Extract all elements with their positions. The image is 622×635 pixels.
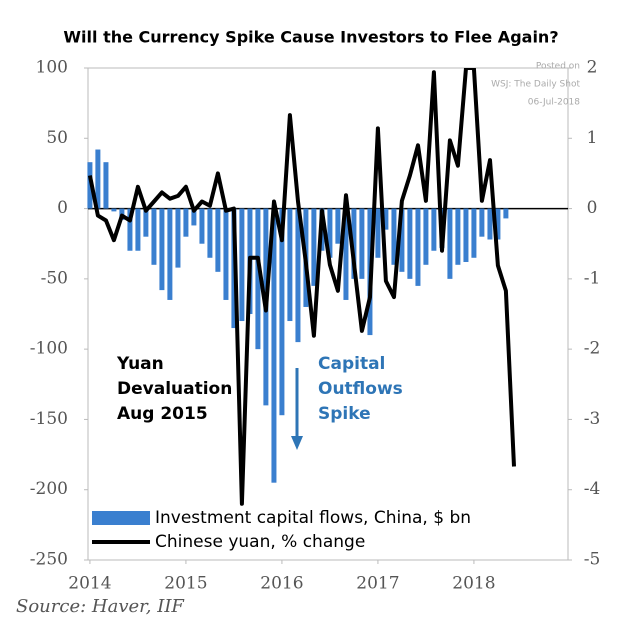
bar <box>503 208 509 219</box>
annotation: Aug 2015 <box>117 404 208 424</box>
y-tick-label: 0 <box>57 198 68 218</box>
bar <box>487 208 493 240</box>
bar <box>175 208 181 268</box>
bar <box>135 208 141 251</box>
bar <box>207 208 213 258</box>
bar <box>343 208 349 300</box>
x-tick-label: 2014 <box>68 574 111 594</box>
bar <box>359 208 365 279</box>
bar <box>143 208 149 237</box>
bar <box>167 208 173 300</box>
bar <box>255 208 261 350</box>
annotation: Yuan <box>116 354 164 374</box>
y2-tick-label: -2 <box>584 339 601 359</box>
bar <box>295 208 301 343</box>
line <box>88 68 516 506</box>
y2-tick-label: 1 <box>587 128 598 148</box>
annotation: Capital <box>318 354 385 374</box>
y2-tick-label: 2 <box>587 58 598 78</box>
bar <box>111 208 117 212</box>
x-tick-label: 2017 <box>356 574 399 594</box>
bar <box>239 208 245 322</box>
bar <box>495 208 501 240</box>
arrow-head <box>291 436 303 450</box>
bar <box>127 208 133 251</box>
y2-tick-label: -1 <box>584 268 601 288</box>
y-tick-label: -100 <box>30 339 68 359</box>
bar <box>447 208 453 279</box>
source: Source: Haver, IIF <box>16 596 185 617</box>
legend-label: Investment capital flows, China, $ bn <box>155 508 471 528</box>
bar <box>351 208 357 279</box>
bar <box>159 208 165 291</box>
bar <box>191 208 197 226</box>
x-tick-label: 2016 <box>260 574 303 594</box>
chart-title: Will the Currency Spike Cause Investors … <box>63 28 558 47</box>
watermark: WSJ: The Daily Shot <box>491 80 580 90</box>
legend-swatch <box>92 511 150 525</box>
bar <box>95 149 101 209</box>
annotation: Spike <box>318 404 371 424</box>
bar <box>455 208 461 265</box>
y-tick-label: -250 <box>30 550 68 570</box>
bar <box>103 162 109 209</box>
bar <box>335 208 341 244</box>
y2-tick-label: 0 <box>587 198 598 218</box>
bar <box>463 208 469 262</box>
annotation: Outflows <box>318 379 403 399</box>
bar <box>479 208 485 237</box>
bar <box>471 208 477 258</box>
bar <box>375 208 381 258</box>
bar <box>271 208 277 483</box>
bar <box>311 208 317 286</box>
bar <box>199 208 205 244</box>
y-tick-label: 50 <box>46 128 68 148</box>
y-tick-label: -150 <box>30 409 68 429</box>
annotation: Devaluation <box>117 379 232 399</box>
y-tick-label: -200 <box>30 479 68 499</box>
bar <box>223 208 229 300</box>
y2-tick-label: -4 <box>584 479 601 499</box>
bar <box>287 208 293 322</box>
y2-tick-label: -5 <box>584 550 601 570</box>
x-tick-label: 2015 <box>164 574 207 594</box>
watermark: Posted on <box>536 62 580 72</box>
y2-tick-label: -3 <box>584 409 601 429</box>
watermark: 06-Jul-2018 <box>528 98 580 108</box>
bar <box>215 208 221 272</box>
bar <box>327 208 333 258</box>
bar <box>383 208 389 230</box>
y-tick-label: -50 <box>41 268 68 288</box>
legend-label: Chinese yuan, % change <box>155 532 365 552</box>
bar <box>391 208 397 265</box>
bar <box>415 208 421 286</box>
bar <box>279 208 285 416</box>
x-tick-label: 2018 <box>452 574 495 594</box>
plot-frame <box>87 67 569 561</box>
bar <box>407 208 413 279</box>
bar <box>423 208 429 265</box>
bar <box>151 208 157 265</box>
bar <box>183 208 189 237</box>
y-tick-label: 100 <box>36 58 68 78</box>
bar <box>431 208 437 251</box>
bar <box>399 208 405 272</box>
